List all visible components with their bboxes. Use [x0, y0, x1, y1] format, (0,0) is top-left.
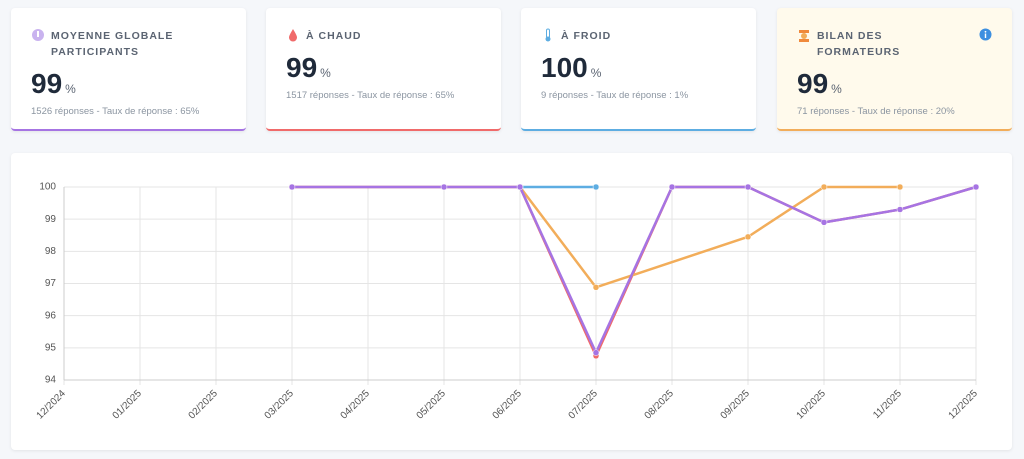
x-tick-label: 03/2025 [263, 388, 297, 422]
info-icon[interactable] [979, 28, 992, 41]
y-tick-label: 95 [45, 342, 57, 353]
card-header: À CHAUD [286, 28, 481, 44]
point [744, 183, 752, 191]
x-tick-label: 01/2025 [111, 388, 145, 422]
series-line [519, 185, 900, 289]
x-tick-label: 11/2025 [871, 388, 904, 421]
card-title: À FROID [561, 30, 612, 42]
card-subtitle: 1526 réponses - Taux de réponse : 65% [31, 106, 200, 117]
x-tick-label: 04/2025 [339, 388, 373, 422]
card-unit: % [65, 82, 76, 96]
x-tick-label: 02/2025 [187, 388, 221, 422]
card: MOYENNE GLOBALE PARTICIPANTS 99% 1526 ré… [11, 8, 246, 131]
icon [545, 28, 551, 42]
point [972, 183, 980, 191]
y-tick-label: 94 [45, 375, 57, 386]
x-tick-label: 07/2025 [567, 388, 601, 422]
card: BILAN DES FORMATEURS 99% 71 réponses - T… [777, 8, 1012, 131]
card-subtitle: 71 réponses - Taux de réponse : 20% [797, 106, 955, 117]
x-tick-label: 12/2025 [947, 388, 981, 422]
card-unit: % [831, 82, 842, 96]
x-tick-label: 10/2025 [795, 388, 829, 422]
x-tick-label: 06/2025 [491, 388, 525, 422]
x-tick-label: 08/2025 [643, 388, 677, 422]
point [744, 233, 752, 241]
point [592, 183, 600, 191]
card-subtitle: 9 réponses - Taux de réponse : 1% [541, 90, 689, 101]
card-header: MOYENNE GLOBALE PARTICIPANTS [31, 28, 226, 60]
x-tick-label: 05/2025 [415, 388, 449, 422]
card-value: 99 [797, 68, 829, 99]
card: À FROID 100% 9 réponses - Taux de répons… [521, 8, 756, 131]
point [896, 183, 904, 191]
point [592, 284, 600, 291]
point [820, 219, 828, 226]
card-header: BILAN DES FORMATEURS [797, 28, 992, 60]
point [440, 183, 448, 191]
y-tick-label: 100 [39, 182, 56, 193]
x-tick-label: 09/2025 [719, 388, 753, 422]
card-value: 100 [541, 52, 588, 83]
y-tick-label: 98 [45, 246, 57, 257]
card: À CHAUD 99% 1517 réponses - Taux de répo… [266, 8, 501, 131]
card-unit: % [320, 66, 331, 80]
point [288, 183, 296, 191]
point [592, 349, 600, 356]
point [516, 183, 524, 191]
card-value: 99 [286, 52, 318, 83]
card-unit: % [590, 66, 602, 80]
point [820, 183, 828, 191]
icon [289, 29, 297, 42]
chart-panel [11, 153, 1012, 450]
y-tick-label: 99 [45, 214, 57, 225]
icon [32, 29, 44, 41]
card-header: À FROID [541, 28, 736, 44]
card-title: BILAN DES FORMATEURS [816, 30, 901, 58]
card-subtitle: 1517 réponses - Taux de réponse : 65% [286, 90, 455, 101]
x-tick-label: 12/2024 [35, 388, 69, 422]
y-tick-label: 97 [45, 278, 57, 289]
icon [799, 30, 809, 42]
y-tick-label: 96 [45, 310, 57, 321]
card-value: 99 [31, 68, 63, 99]
point [896, 206, 904, 213]
card-title: MOYENNE GLOBALE PARTICIPANTS [51, 30, 174, 58]
card-title: À CHAUD [306, 30, 362, 42]
point [668, 183, 676, 191]
series-line [292, 185, 977, 354]
